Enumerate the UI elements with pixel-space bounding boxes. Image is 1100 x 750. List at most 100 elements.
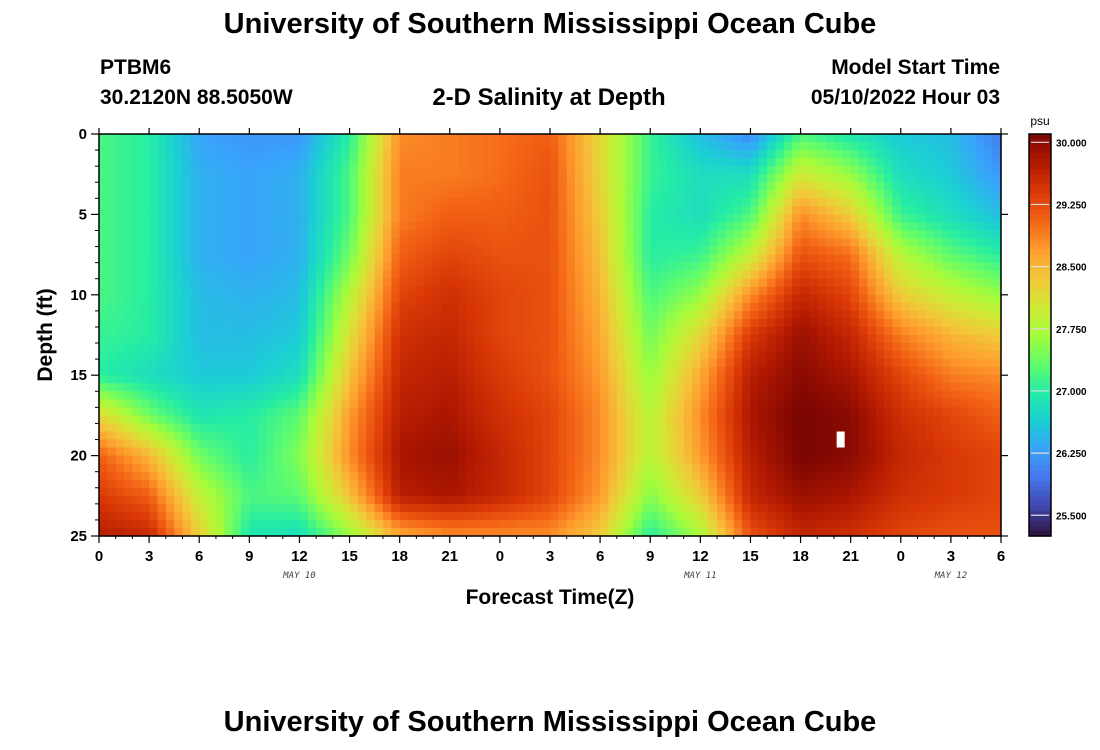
heatmap-cell <box>767 375 777 384</box>
heatmap-cell <box>249 503 259 513</box>
heatmap-cell <box>215 495 225 505</box>
heatmap-cell <box>850 150 860 159</box>
heatmap-cell <box>266 391 275 400</box>
heatmap-cell <box>859 343 868 352</box>
heatmap-cell <box>934 302 944 312</box>
heatmap-cell <box>600 310 610 320</box>
heatmap-cell <box>266 166 275 175</box>
heatmap-cell <box>558 415 568 425</box>
heatmap-cell <box>934 399 944 408</box>
heatmap-cell <box>541 174 551 183</box>
heatmap-cell <box>232 431 242 441</box>
heatmap-cell <box>583 423 593 433</box>
heatmap-cell <box>424 166 434 175</box>
heatmap-cell <box>99 447 108 457</box>
heatmap-cell <box>691 415 701 425</box>
heatmap-cell <box>157 254 167 264</box>
heatmap-cell <box>499 166 509 175</box>
heatmap-cell <box>433 206 443 215</box>
heatmap-cell <box>600 407 610 416</box>
heatmap-cell <box>516 439 526 449</box>
heatmap-cell <box>124 471 134 481</box>
heatmap-cell <box>107 142 117 151</box>
heatmap-cell <box>800 222 810 232</box>
heatmap-cell <box>859 335 868 344</box>
heatmap-cell <box>641 286 651 296</box>
heatmap-cell <box>508 407 518 416</box>
heatmap-cell <box>366 463 376 473</box>
heatmap-cell <box>215 431 225 441</box>
heatmap-cell <box>775 230 785 240</box>
heatmap-cell <box>775 367 785 376</box>
heatmap-cell <box>215 206 225 215</box>
heatmap-cell <box>224 230 234 240</box>
heatmap-cell <box>474 431 484 441</box>
heatmap-cell <box>332 262 342 272</box>
heatmap-cell <box>608 262 618 272</box>
heatmap-cell <box>733 174 743 183</box>
heatmap-cell <box>140 278 150 288</box>
heatmap-cell <box>691 495 701 505</box>
heatmap-cell <box>600 343 610 352</box>
heatmap-cell <box>249 487 259 497</box>
heatmap-cell <box>934 246 944 256</box>
heatmap-cell <box>282 383 292 392</box>
heatmap-cell <box>917 302 927 312</box>
heatmap-cell <box>165 415 175 425</box>
heatmap-cell <box>441 174 451 183</box>
heatmap-cell <box>316 318 326 328</box>
heatmap-cell <box>733 150 743 159</box>
heatmap-cell <box>458 206 468 215</box>
heatmap-cell <box>566 254 576 264</box>
heatmap-cell <box>224 447 234 457</box>
heatmap-cell <box>274 431 284 441</box>
heatmap-cell <box>633 318 643 328</box>
heatmap-cells <box>99 134 1002 537</box>
heatmap-cell <box>424 399 434 408</box>
heatmap-cell <box>374 471 384 481</box>
heatmap-cell <box>600 190 610 199</box>
heatmap-cell <box>700 214 710 224</box>
heatmap-cell <box>341 254 351 264</box>
heatmap-cell <box>616 495 626 505</box>
heatmap-cell <box>625 375 635 384</box>
heatmap-cell <box>767 198 777 207</box>
heatmap-cell <box>984 351 994 360</box>
heatmap-cell <box>199 174 209 183</box>
heatmap-cell <box>675 286 685 296</box>
heatmap-cell <box>307 278 317 288</box>
heatmap-cell <box>900 158 910 167</box>
heatmap-cell <box>900 174 910 183</box>
heatmap-cell <box>884 455 894 465</box>
heatmap-cell <box>282 495 292 505</box>
heatmap-cell <box>458 423 468 433</box>
heatmap-cell <box>700 278 710 288</box>
heatmap-cell <box>808 375 818 384</box>
heatmap-cell <box>742 182 752 191</box>
heatmap-cell <box>683 134 693 143</box>
heatmap-cell <box>132 286 142 296</box>
heatmap-cell <box>833 150 843 159</box>
heatmap-cell <box>775 375 785 384</box>
heatmap-cell <box>190 455 200 465</box>
heatmap-cell <box>115 206 125 215</box>
heatmap-cell <box>516 286 526 296</box>
heatmap-cell <box>399 343 409 352</box>
heatmap-cell <box>190 407 200 416</box>
heatmap-cell <box>240 487 250 497</box>
heatmap-cell <box>917 463 927 473</box>
heatmap-cell <box>767 174 777 183</box>
heatmap-cell <box>566 278 576 288</box>
heatmap-cell <box>224 503 234 513</box>
heatmap-cell <box>99 310 108 320</box>
heatmap-cell <box>316 383 326 392</box>
heatmap-cell <box>950 343 960 352</box>
heatmap-cell <box>541 383 551 392</box>
heatmap-cell <box>725 222 735 232</box>
heatmap-cell <box>783 375 793 384</box>
heatmap-cell <box>717 294 726 304</box>
heatmap-cell <box>775 150 785 159</box>
heatmap-cell <box>165 479 175 489</box>
heatmap-cell <box>474 206 484 215</box>
heatmap-cell <box>149 142 159 151</box>
